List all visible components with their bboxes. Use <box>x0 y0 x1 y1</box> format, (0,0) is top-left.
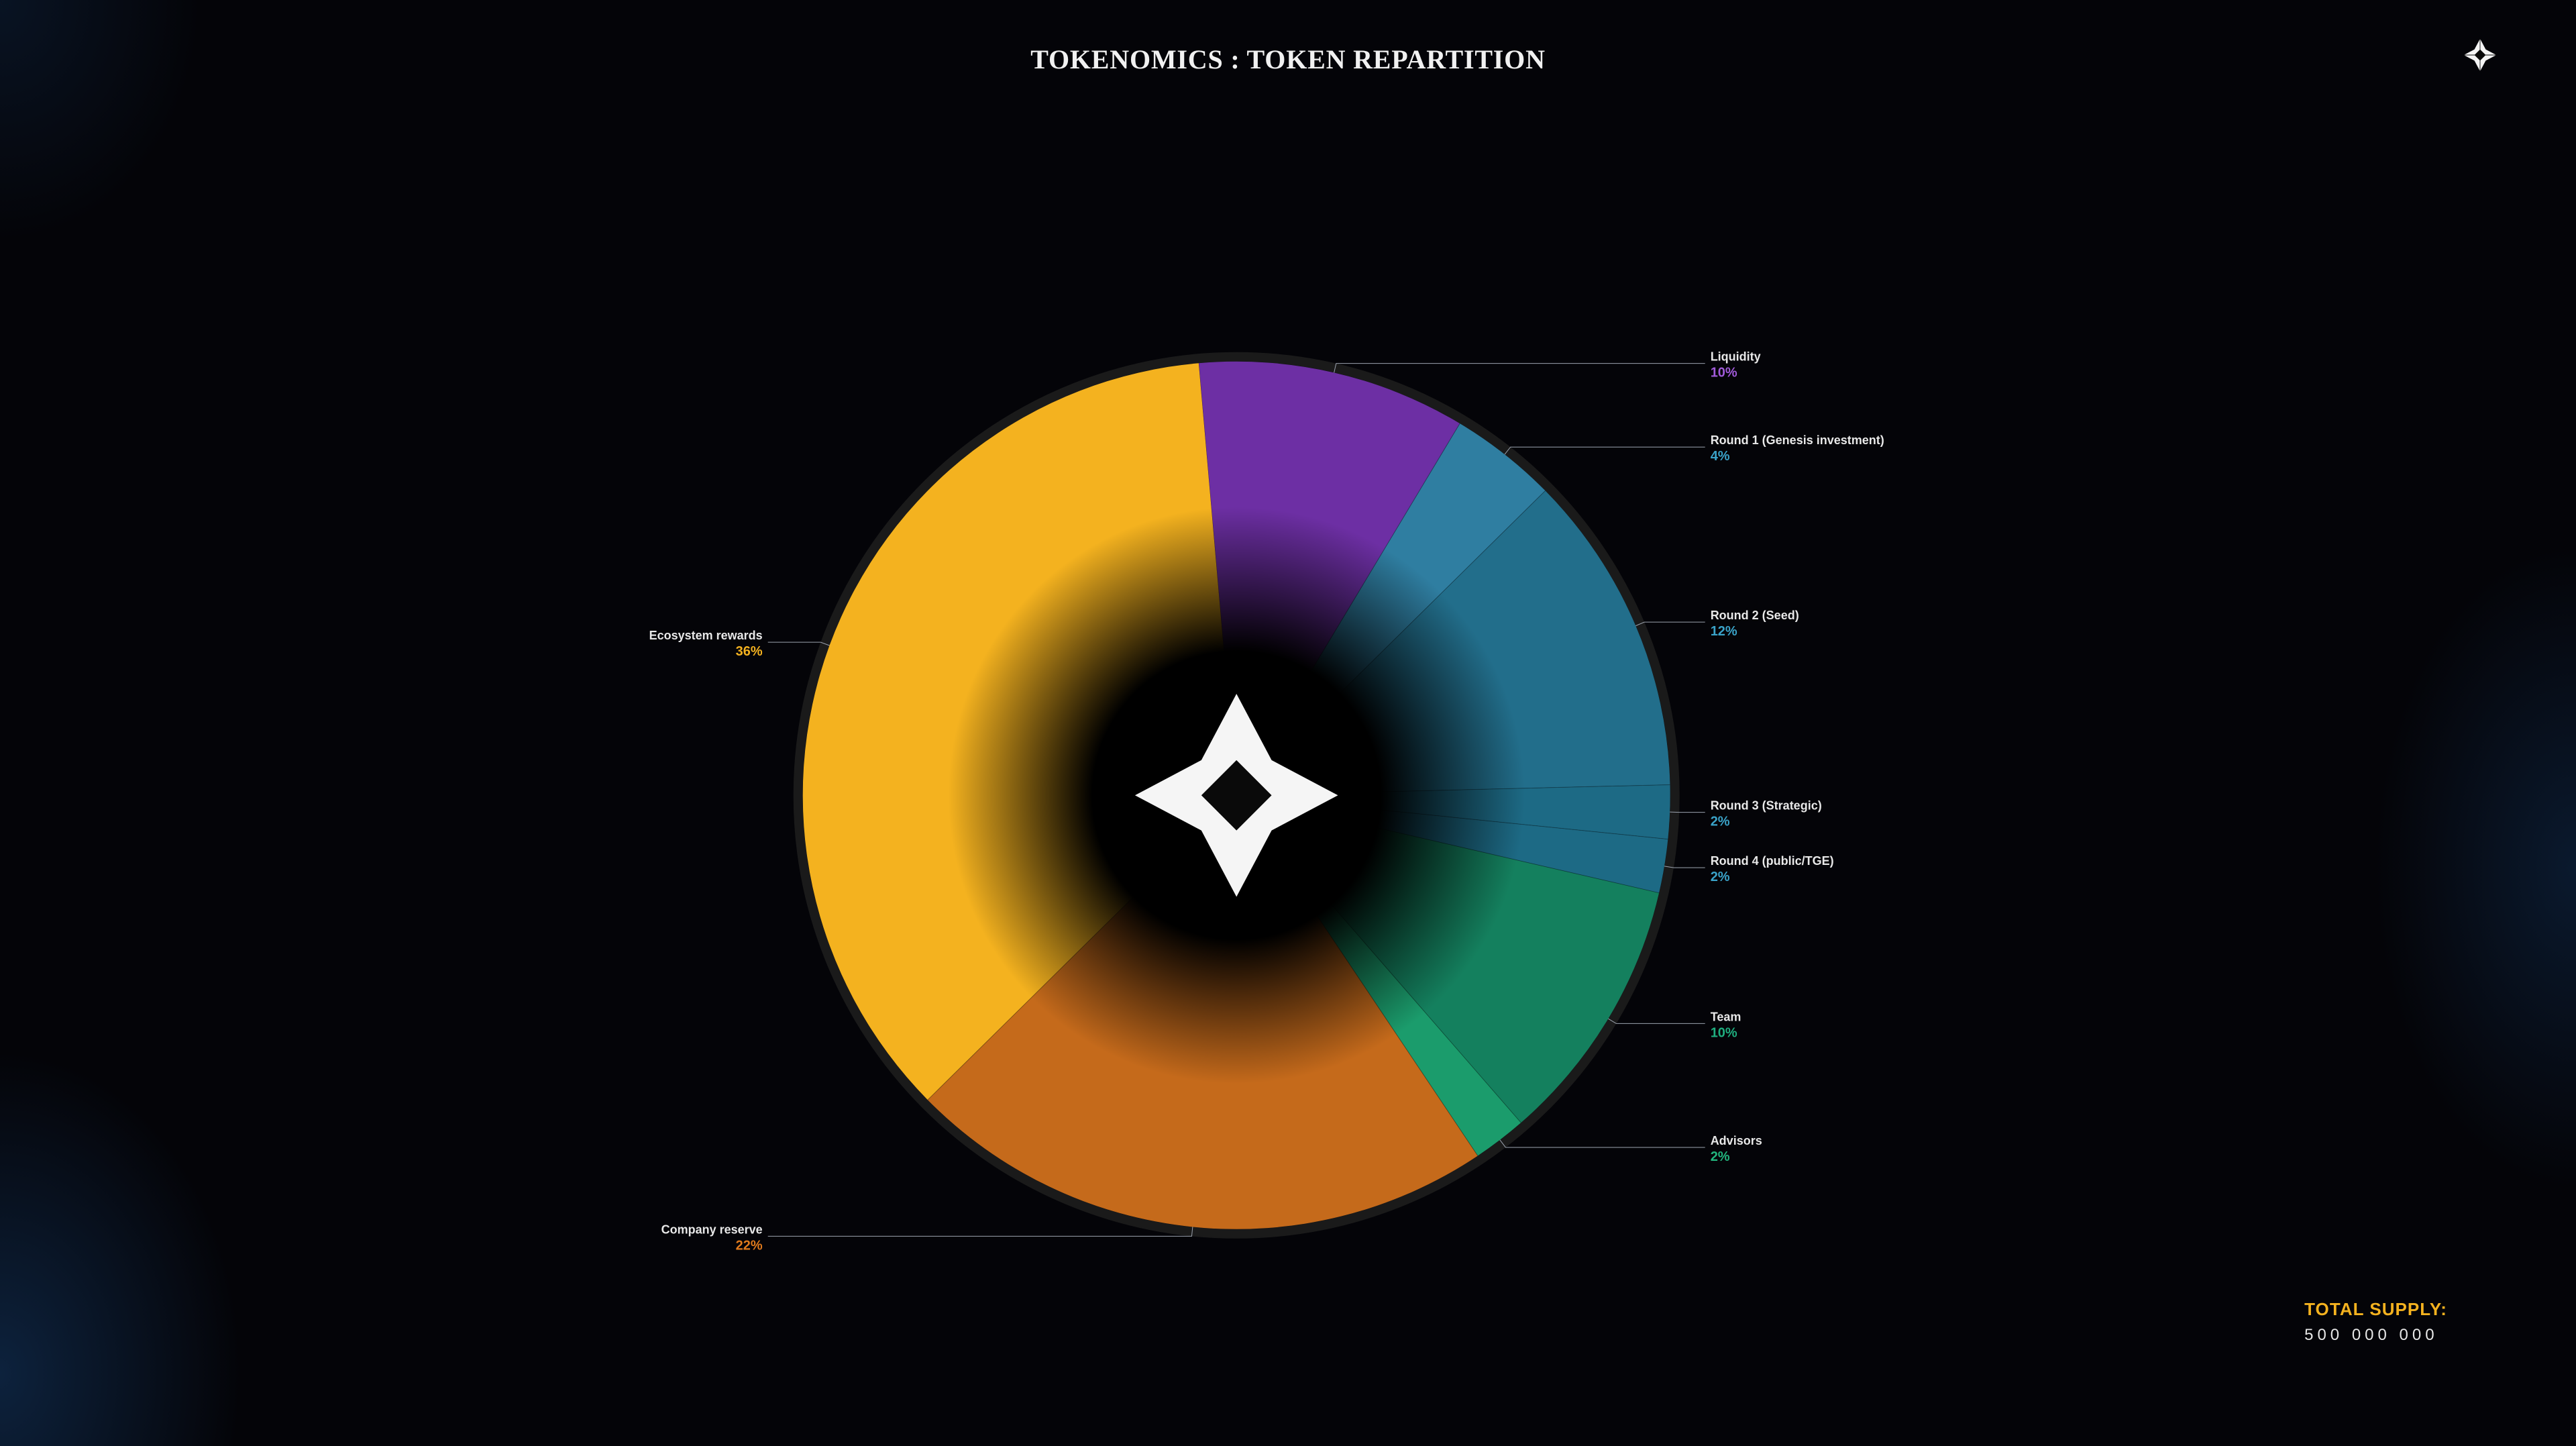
leader-line <box>1500 1140 1705 1147</box>
total-supply-value: 500 000 000 <box>2304 1326 2447 1345</box>
total-supply: TOTAL SUPPLY: 500 000 000 <box>2304 1299 2447 1345</box>
slice-percent: 22% <box>736 1238 763 1253</box>
slice-label: Ecosystem rewards <box>649 629 763 642</box>
total-supply-label: TOTAL SUPPLY: <box>2304 1299 2447 1320</box>
slice-label: Team <box>1711 1010 1741 1023</box>
slice-percent: 10% <box>1711 366 1737 380</box>
leader-line <box>1670 812 1705 813</box>
slice-label: Round 4 (public/TGE) <box>1711 854 1834 868</box>
slice-percent: 2% <box>1711 1149 1730 1164</box>
slice-label: Company reserve <box>661 1223 763 1236</box>
slice-percent: 10% <box>1711 1025 1737 1040</box>
slice-percent: 12% <box>1711 624 1737 639</box>
slice-label: Round 3 (Strategic) <box>1711 799 1822 813</box>
slice-label: Round 2 (Seed) <box>1711 609 1799 622</box>
slice-label: Advisors <box>1711 1134 1762 1147</box>
leader-line <box>1505 447 1705 454</box>
leader-line <box>1608 1019 1705 1023</box>
slice-percent: 2% <box>1711 815 1730 829</box>
leader-line <box>768 1227 1193 1236</box>
slice-percent: 4% <box>1711 449 1730 464</box>
tokenomics-pie-chart: Liquidity 10% Round 1 (Genesis investment)… <box>0 0 2576 1446</box>
leader-line <box>1334 364 1705 373</box>
slice-percent: 2% <box>1711 870 1730 884</box>
leader-line <box>1635 622 1705 625</box>
slice-label: Round 1 (Genesis investment) <box>1711 433 1884 447</box>
slice-percent: 36% <box>736 644 763 659</box>
slice-label: Liquidity <box>1711 350 1761 364</box>
